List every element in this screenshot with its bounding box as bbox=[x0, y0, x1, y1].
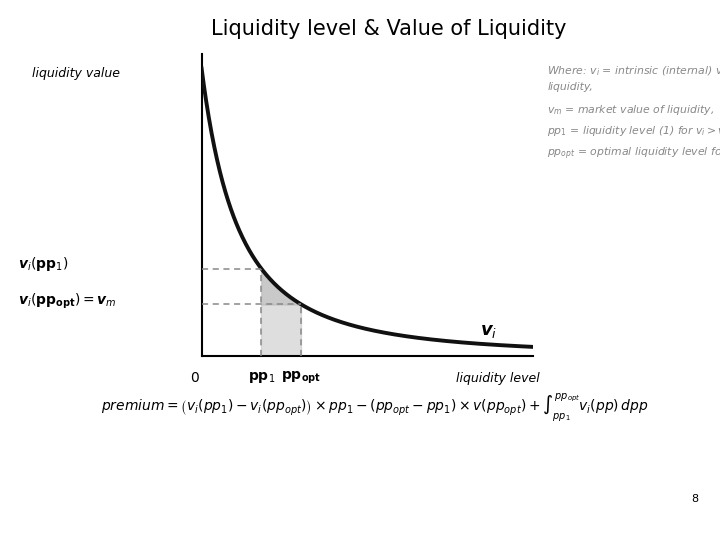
Text: $v_m$ = market value of liquidity,: $v_m$ = market value of liquidity, bbox=[547, 104, 714, 117]
Text: liquidity,: liquidity, bbox=[547, 82, 593, 92]
Text: $\boldsymbol{v}_i(\mathbf{pp}_\mathbf{opt}) = \boldsymbol{v}_m$: $\boldsymbol{v}_i(\mathbf{pp}_\mathbf{op… bbox=[18, 292, 117, 312]
Text: $\mathbf{pp}_\mathbf{opt}$: $\mathbf{pp}_\mathbf{opt}$ bbox=[281, 370, 321, 386]
Text: $pp_1$ = liquidity level (1) for $v_i > v_m$: $pp_1$ = liquidity level (1) for $v_i > … bbox=[547, 125, 720, 138]
Text: Liquidity level & Value of Liquidity: Liquidity level & Value of Liquidity bbox=[211, 19, 567, 39]
Text: liquidity value: liquidity value bbox=[32, 68, 120, 80]
Text: Current assets management. Value based working capital decisions: Current assets management. Value based w… bbox=[194, 520, 526, 530]
Text: liquidity level: liquidity level bbox=[456, 372, 539, 384]
Text: 8: 8 bbox=[691, 494, 698, 504]
Text: $premium = \left(v_i(pp_1) - v_i(pp_{opt})\right) \times pp_1 - \left(pp_{opt} -: $premium = \left(v_i(pp_1) - v_i(pp_{opt… bbox=[101, 392, 648, 424]
Text: Where: $v_i$ = intrinsic (internal) value of: Where: $v_i$ = intrinsic (internal) valu… bbox=[547, 65, 720, 78]
Text: $pp_{opt}$ = optimal liquidity level for $v_i = v_m$: $pp_{opt}$ = optimal liquidity level for… bbox=[547, 145, 720, 162]
Text: $\boldsymbol{v}_i(\mathbf{pp}_1)$: $\boldsymbol{v}_i(\mathbf{pp}_1)$ bbox=[18, 255, 68, 273]
Text: $\mathbf{pp}_1$: $\mathbf{pp}_1$ bbox=[248, 370, 275, 385]
Text: 0: 0 bbox=[191, 371, 199, 385]
Text: $\boldsymbol{v}_i$: $\boldsymbol{v}_i$ bbox=[480, 322, 498, 340]
